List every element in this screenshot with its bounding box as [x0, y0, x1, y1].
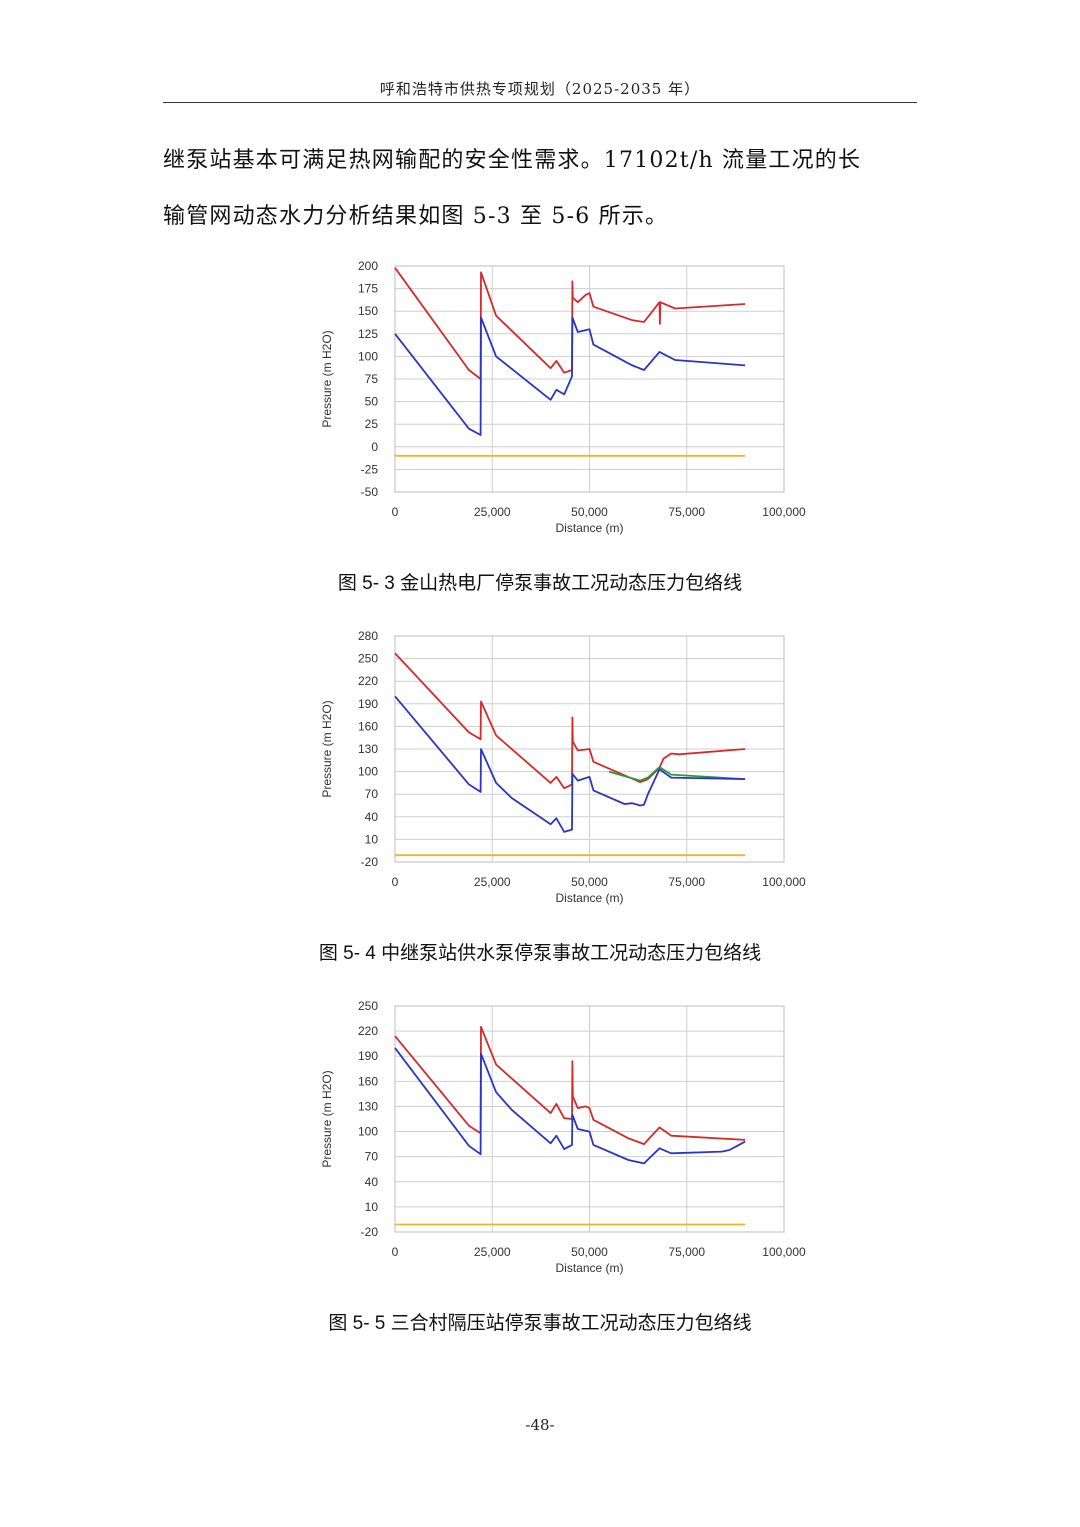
y-tick-label: 25: [365, 417, 379, 431]
y-tick-label: 0: [371, 440, 378, 454]
y-tick-label: -20: [361, 1225, 379, 1239]
y-tick-label: 160: [358, 1074, 378, 1088]
x-axis-label: Distance (m): [555, 891, 623, 905]
y-tick-label: -25: [361, 462, 379, 476]
page-header: 呼和浩特市供热专项规划（2025-2035 年）: [379, 80, 701, 98]
y-tick-label: -50: [361, 485, 379, 499]
x-tick-label: 50,000: [571, 1245, 608, 1259]
plot-area-border: [394, 265, 785, 493]
y-tick-label: 250: [358, 999, 378, 1013]
plot-area-border: [394, 635, 785, 863]
y-tick-label: 70: [365, 787, 379, 801]
y-tick-label: 100: [358, 349, 378, 363]
page-number: -48-: [525, 1416, 555, 1434]
figure-caption-5-3: 图 5- 3 金山热电厂停泵事故工况动态压力包络线: [337, 573, 743, 594]
series-line-max: [394, 652, 746, 790]
y-axis-label: Pressure (m H2O): [320, 700, 334, 797]
header-rule: [163, 102, 917, 103]
y-tick-label: 280: [358, 629, 378, 643]
series-line-min: [394, 1047, 746, 1165]
y-tick-label: 75: [365, 372, 379, 386]
x-tick-label: 0: [392, 1245, 399, 1259]
y-tick-label: 175: [358, 282, 378, 296]
y-tick-label: 220: [358, 1024, 378, 1038]
x-tick-label: 25,000: [474, 505, 511, 519]
y-tick-label: 40: [365, 1175, 379, 1189]
y-axis-label: Pressure (m H2O): [320, 330, 334, 427]
y-tick-label: 130: [358, 1099, 378, 1113]
figure-caption-5-5: 图 5- 5 三合村隔压站停泵事故工况动态压力包络线: [328, 1313, 752, 1334]
body-text-line-1: 继泵站基本可满足热网输配的安全性需求。17102t/h 流量工况的长: [163, 148, 862, 173]
figure-caption-5-4: 图 5- 4 中继泵站供水泵停泵事故工况动态压力包络线: [318, 943, 762, 964]
y-tick-label: 125: [358, 327, 378, 341]
chart-figure-5-5: -20 10 40 70 100 130 160 190 220 250 0 25,000 50,000…: [320, 999, 806, 1275]
x-tick-label: 100,000: [762, 505, 806, 519]
series-line-max: [394, 1025, 746, 1146]
y-axis-label: Pressure (m H2O): [320, 1070, 334, 1167]
x-tick-label: 25,000: [474, 1245, 511, 1259]
y-tick-label: 190: [358, 1049, 378, 1063]
x-tick-label: 50,000: [571, 875, 608, 889]
body-text-line-2: 输管网动态水力分析结果如图 5-3 至 5-6 所示。: [163, 204, 669, 229]
x-tick-label: 100,000: [762, 875, 806, 889]
x-tick-label: 50,000: [571, 505, 608, 519]
chart-figure-5-3: -50 -25 0 25 50 75 100 125 150 175 200 0 25,000 50,00…: [320, 259, 806, 535]
y-tick-label: 250: [358, 652, 378, 666]
x-tick-label: 75,000: [668, 505, 705, 519]
x-tick-label: 75,000: [668, 1245, 705, 1259]
y-tick-label: 50: [365, 395, 379, 409]
y-tick-label: 100: [358, 765, 378, 779]
x-tick-label: 0: [392, 505, 399, 519]
y-tick-label: -20: [361, 855, 379, 869]
series-line-min: [394, 695, 746, 833]
y-tick-label: 70: [365, 1150, 379, 1164]
y-tick-label: 10: [365, 832, 379, 846]
series-line-max: [394, 267, 746, 380]
y-tick-label: 100: [358, 1125, 378, 1139]
chart-figure-5-4: -20 10 40 70 100 130 160 190 220 250 280 0 25,000 50,…: [320, 629, 806, 905]
series-line-mid: [608, 766, 746, 782]
y-tick-label: 160: [358, 719, 378, 733]
x-tick-label: 0: [392, 875, 399, 889]
y-tick-label: 40: [365, 810, 379, 824]
plot-area-border: [394, 1005, 785, 1233]
x-tick-label: 75,000: [668, 875, 705, 889]
y-tick-label: 130: [358, 742, 378, 756]
x-axis-label: Distance (m): [555, 521, 623, 535]
x-tick-label: 25,000: [474, 875, 511, 889]
y-tick-label: 190: [358, 697, 378, 711]
x-tick-label: 100,000: [762, 1245, 806, 1259]
y-tick-label: 150: [358, 304, 378, 318]
y-tick-label: 10: [365, 1200, 379, 1214]
x-axis-label: Distance (m): [555, 1261, 623, 1275]
y-tick-label: 220: [358, 674, 378, 688]
series-line-min: [394, 316, 746, 436]
y-tick-label: 200: [358, 259, 378, 273]
